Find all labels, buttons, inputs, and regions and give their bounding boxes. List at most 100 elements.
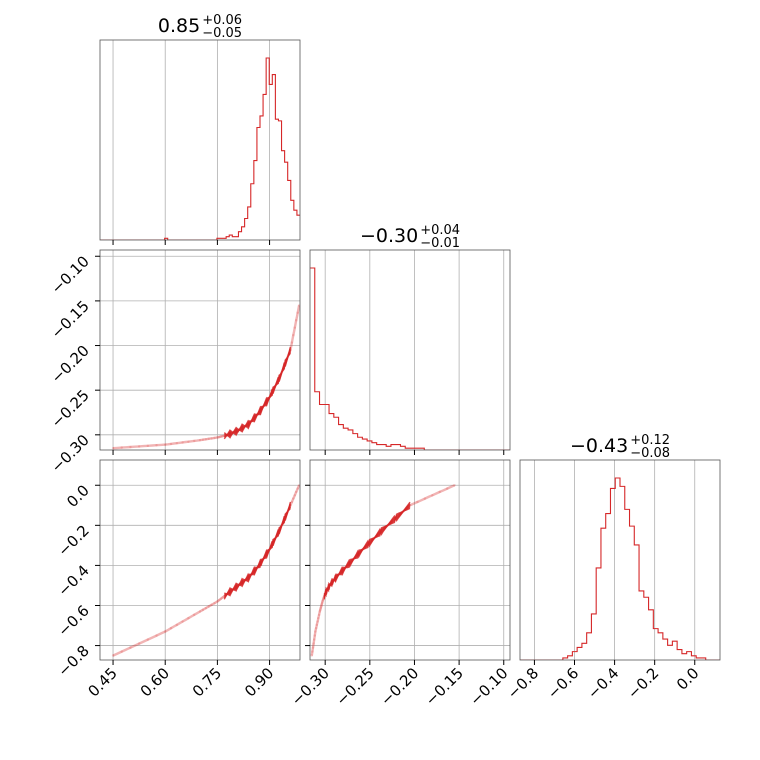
panel-2-0: 0.45 0.60 0.75 0.90 −0.8−0.6−0.4−0.2 0.0 (54, 459, 301, 700)
histogram-1 (310, 267, 510, 450)
sample-point (317, 613, 321, 617)
sample-point (296, 311, 299, 314)
sample-point (213, 436, 216, 440)
sample-point (292, 497, 295, 500)
panels: −0.30−0.25−0.20−0.15−0.100.45 0.60 0.75 0.9… (48, 39, 721, 709)
sample-point (213, 601, 216, 605)
sample-point (292, 333, 295, 337)
sample-point (120, 650, 123, 653)
density-2-0 (111, 484, 300, 657)
sample-point (221, 434, 224, 438)
sample-point (204, 438, 207, 441)
sample-point (217, 435, 221, 439)
x-tick-label: −0.20 (377, 664, 422, 709)
title-param-2: −0.43 (570, 435, 628, 457)
sample-point (295, 490, 298, 494)
y-tick-label: −0.15 (48, 297, 93, 342)
x-tick-label: −0.6 (544, 664, 582, 702)
panel-frame (519, 459, 721, 661)
sample-point (217, 598, 221, 602)
sample-point (295, 319, 298, 322)
contour-line (223, 505, 292, 597)
sample-point (137, 445, 141, 448)
panel-frame (99, 39, 301, 241)
panel-0-0 (99, 39, 301, 245)
sample-point (319, 606, 322, 610)
sample-point (296, 487, 299, 490)
title-param-1: −0.30 (360, 225, 418, 247)
contour-line (224, 507, 291, 597)
sample-point (146, 638, 150, 641)
sample-point (187, 440, 190, 443)
sample-point (290, 500, 294, 504)
sample-point (314, 630, 317, 633)
sample-point (312, 642, 315, 645)
sample-point (164, 443, 167, 446)
sample-point (297, 304, 300, 307)
sample-point (319, 605, 323, 608)
contour-line (223, 501, 292, 600)
contour-line (224, 351, 292, 437)
y-tick-label: −0.8 (54, 642, 92, 680)
y-tick-label: −0.20 (48, 342, 93, 387)
sample-point (111, 447, 115, 450)
sample-point (111, 654, 115, 657)
x-tick-label: −0.15 (422, 664, 467, 709)
sample-point (318, 610, 322, 613)
sample-point (311, 646, 315, 649)
contour-line (223, 346, 292, 440)
x-tick-label: −0.4 (584, 664, 622, 702)
sample-point (146, 444, 150, 448)
panel-frame (99, 249, 301, 451)
x-tick-label: 0.90 (241, 664, 277, 700)
sample-point (219, 435, 223, 438)
sample-point (210, 603, 213, 607)
panel-frame (309, 459, 511, 661)
sample-point (193, 613, 196, 617)
title-1-minus: −0.01 (420, 236, 460, 251)
sample-point (169, 442, 173, 446)
sample-point (311, 650, 314, 653)
sample-point (431, 494, 434, 497)
y-tick-label: −0.10 (48, 252, 93, 297)
sample-point (181, 620, 184, 623)
x-tick-label: −0.8 (504, 664, 542, 702)
sample-point (129, 646, 132, 649)
density-ridge (112, 305, 300, 450)
y-tick-label: −0.2 (54, 521, 92, 559)
sample-point (155, 444, 158, 447)
title-0-minus: −0.05 (202, 26, 242, 41)
sample-point (319, 608, 322, 612)
title-0-plus: +0.06 (202, 13, 242, 28)
title-2-median: −0.43 (570, 435, 628, 457)
sample-point (155, 634, 158, 637)
panel-1-1 (309, 249, 511, 455)
panel-2-1: −0.30 −0.25 −0.20 −0.15 −0.10 (288, 459, 512, 709)
sample-point (317, 616, 320, 620)
sample-point (320, 603, 323, 607)
sample-point (137, 642, 141, 645)
sample-point (293, 494, 296, 497)
sample-point (316, 620, 319, 623)
sample-point (198, 610, 202, 613)
panel-1-0: −0.30−0.25−0.20−0.15−0.10 (48, 249, 301, 476)
sample-point (315, 623, 319, 627)
sample-point (312, 638, 316, 641)
density-2-1 (310, 484, 456, 657)
contour-line (223, 503, 292, 599)
title-0-median: 0.85 (158, 15, 200, 37)
x-tick-label: −0.30 (288, 664, 333, 709)
sample-point (193, 439, 196, 443)
histogram-0 (100, 57, 300, 240)
panel-2-2: −0.8 −0.6 −0.4 −0.2 0.0 (504, 459, 721, 703)
x-tick-label: −0.10 (466, 664, 511, 709)
title-2-minus: −0.08 (630, 446, 670, 461)
sample-point (198, 438, 202, 442)
density-ridge (310, 484, 456, 656)
x-tick-label: 0.75 (189, 664, 225, 700)
sample-point (221, 596, 224, 599)
sample-point (207, 605, 210, 608)
sample-point (201, 608, 205, 612)
sample-point (216, 436, 219, 439)
contour-line (223, 348, 292, 438)
